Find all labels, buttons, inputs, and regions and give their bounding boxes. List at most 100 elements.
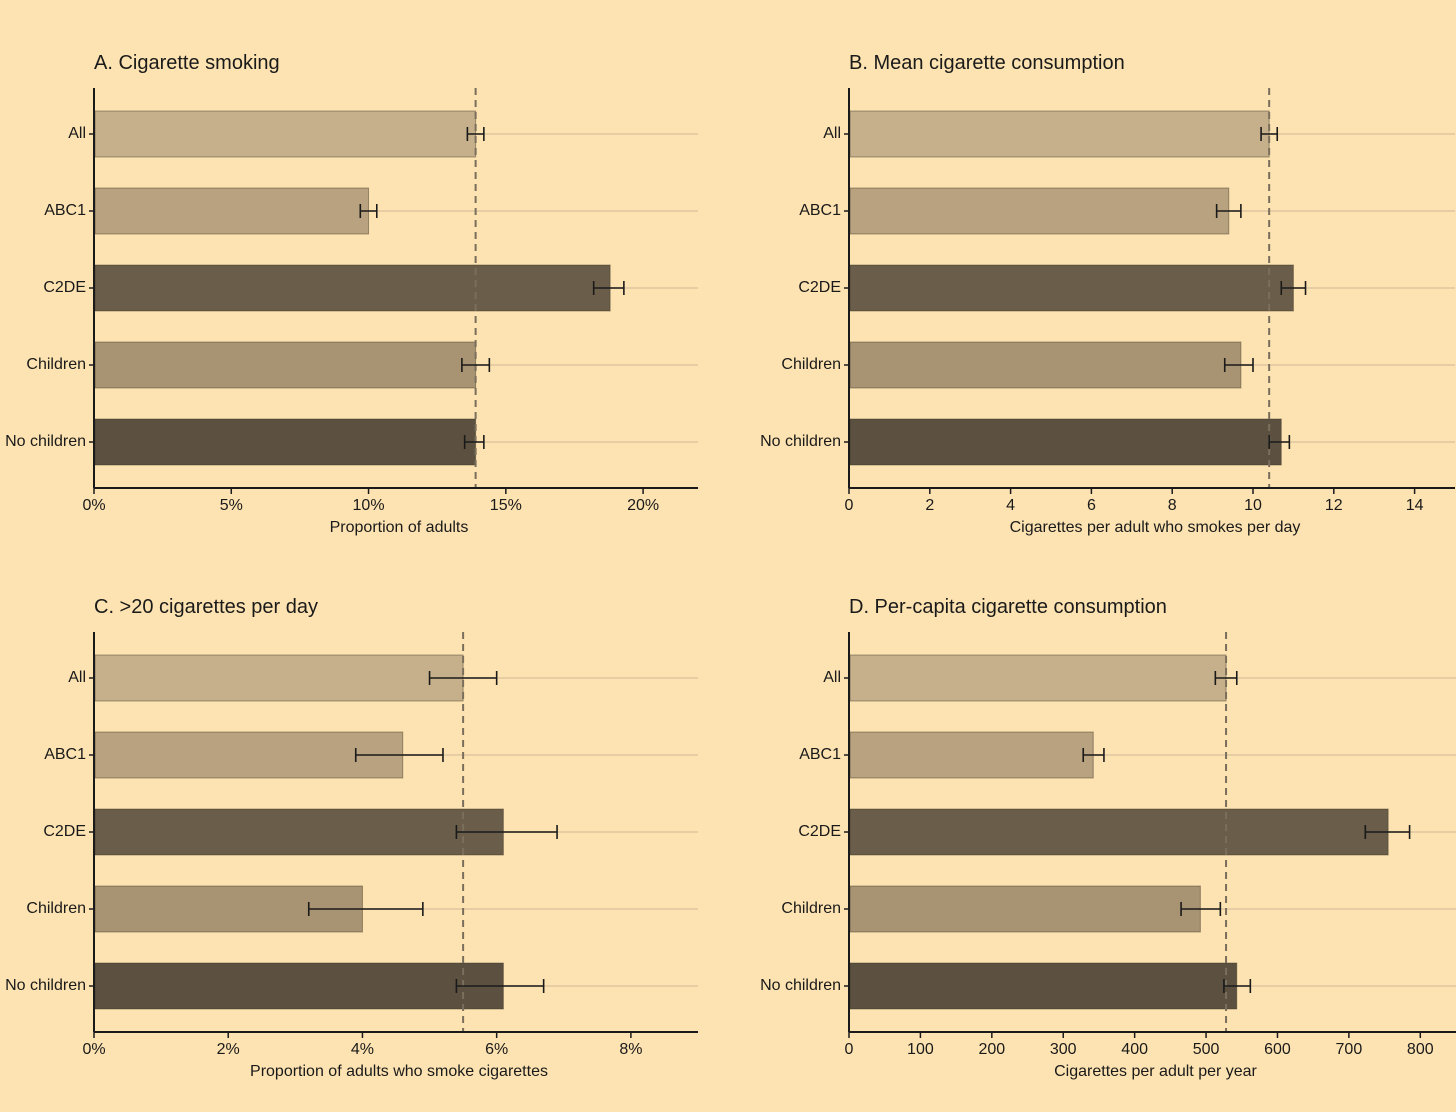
panel-d-bar-all xyxy=(849,654,1227,702)
panel-a-category-labels: All ABC1 C2DE Children No children xyxy=(0,0,86,544)
panel-c-error-bar xyxy=(428,671,498,685)
panel-c-error-bar xyxy=(307,902,424,916)
panel-b-category-label: Children xyxy=(781,356,841,373)
panel-c-error-bar xyxy=(455,979,545,993)
panel-b-category-label: No children xyxy=(760,433,841,450)
panel-c-bar-no-children xyxy=(94,962,504,1010)
panel-b-category-labels: All ABC1 C2DE Children No children xyxy=(755,0,841,544)
panel-b-error-bar xyxy=(1268,435,1291,449)
panel-b-x-tick-label: 8 xyxy=(1167,497,1177,514)
panel-a-error-bar xyxy=(461,358,491,372)
panel-d-x-tick-label: 700 xyxy=(1335,1041,1363,1058)
panel-a-category-label: All xyxy=(68,125,86,142)
panel-a-bar-children xyxy=(94,341,477,389)
panel-a: A. Cigarette smoking All ABC1 C2DE Children… xyxy=(0,0,728,544)
panel-a-x-tick-label: 10% xyxy=(352,497,385,514)
panel-c-error-bar xyxy=(455,825,558,839)
panel-b-x-tick-label: 14 xyxy=(1405,497,1424,514)
panel-c-bar-all xyxy=(94,654,464,702)
panel-b-plot xyxy=(844,88,1455,494)
panel-a-bar-c2de xyxy=(94,264,611,312)
panel-a-x-tick-label: 0% xyxy=(82,497,106,514)
panel-b-x-tick-label: 4 xyxy=(1006,497,1016,514)
panel-b-category-label: ABC1 xyxy=(799,202,841,219)
panel-b-bar-c2de xyxy=(849,264,1294,312)
panel-a-category-label: ABC1 xyxy=(44,202,86,219)
panel-d-x-tick-label: 200 xyxy=(978,1041,1006,1058)
panel-b-x-tick-label: 0 xyxy=(844,497,854,514)
panel-d-category-label: Children xyxy=(781,900,841,917)
panel-b-bar-children xyxy=(849,341,1242,389)
panel-b-x-tick-label: 12 xyxy=(1324,497,1343,514)
panel-d-x-axis-label: Cigarettes per adult per year xyxy=(1054,1063,1257,1080)
panel-d-category-label: C2DE xyxy=(798,823,841,840)
panel-c-plot xyxy=(89,632,698,1038)
panel-c-category-label: All xyxy=(68,669,86,686)
panel-b-error-bar xyxy=(1223,358,1254,372)
panel-d-bar-no-children xyxy=(849,962,1238,1010)
panel-c-bar-abc1 xyxy=(94,731,404,779)
panel-c-x-tick-label: 4% xyxy=(350,1041,374,1058)
panel-d-error-bar xyxy=(1223,979,1252,993)
panel-a-x-axis-label: Proportion of adults xyxy=(329,519,469,536)
panel-a-category-label: C2DE xyxy=(43,279,86,296)
panel-a-category-label: Children xyxy=(26,356,86,373)
panel-d-category-label: No children xyxy=(760,977,841,994)
panel-a-bar-no-children xyxy=(94,418,477,466)
panel-b-error-bar xyxy=(1215,204,1242,218)
panel-d-x-tick-label: 600 xyxy=(1264,1041,1291,1058)
panel-a-bar-abc1 xyxy=(94,187,370,235)
panel-b-bar-all xyxy=(849,110,1270,158)
panel-b-x-tick-label: 2 xyxy=(925,497,935,514)
panel-d-bar-children xyxy=(849,885,1201,933)
panel-b-title: B. Mean cigarette consumption xyxy=(849,52,1125,74)
panel-d-title: D. Per-capita cigarette consumption xyxy=(849,596,1167,618)
panel-d-category-labels: All ABC1 C2DE Children No children xyxy=(755,544,841,1088)
panel-b-error-bar xyxy=(1280,281,1307,295)
panel-c-bar-c2de xyxy=(94,808,504,856)
panel-c-title: C. >20 cigarettes per day xyxy=(94,596,319,618)
panel-b-error-bar xyxy=(1260,127,1279,141)
panel-c: C. >20 cigarettes per day All ABC1 C2DE Chi… xyxy=(0,544,728,1088)
panel-d-x-tick-label: 300 xyxy=(1049,1041,1077,1058)
panel-c-category-labels: All ABC1 C2DE Children No children xyxy=(0,544,86,1088)
panel-c-error-bar xyxy=(354,748,444,762)
panel-c-category-label: ABC1 xyxy=(44,746,86,763)
panel-d-error-bar xyxy=(1364,825,1411,839)
panel-c-x-axis-label: Proportion of adults who smoke cigarette… xyxy=(250,1063,548,1080)
panel-c-x-tick-label: 6% xyxy=(485,1041,509,1058)
panel-d-error-bar xyxy=(1180,902,1222,916)
panel-a-error-bar xyxy=(592,281,625,295)
panel-c-x-tick-label: 0% xyxy=(82,1041,106,1058)
panel-d-category-label: All xyxy=(823,669,841,686)
panel-b-bar-abc1 xyxy=(849,187,1230,235)
panel-d-x-tick-label: 100 xyxy=(907,1041,934,1058)
panel-c-category-label: C2DE xyxy=(43,823,86,840)
panel-a-category-label: No children xyxy=(5,433,86,450)
panel-d-category-label: ABC1 xyxy=(799,746,841,763)
panel-b-category-label: C2DE xyxy=(798,279,841,296)
panel-a-error-bar xyxy=(466,127,485,141)
panel-b-category-label: All xyxy=(823,125,841,142)
panel-a-x-tick-label: 15% xyxy=(489,497,522,514)
panel-d-plot xyxy=(844,632,1456,1038)
panel-c-x-tick-label: 8% xyxy=(619,1041,643,1058)
panel-a-error-bar xyxy=(463,435,485,449)
panel-d-x-tick-label: 0 xyxy=(844,1041,854,1058)
panel-a-x-tick-label: 20% xyxy=(627,497,660,514)
panel-a-title: A. Cigarette smoking xyxy=(94,52,280,74)
panel-d-x-tick-label: 500 xyxy=(1192,1041,1220,1058)
panel-d-error-bar xyxy=(1082,748,1105,762)
panel-a-error-bar xyxy=(359,204,378,218)
panel-d-x-tick-label: 400 xyxy=(1121,1041,1148,1058)
panel-c-category-label: Children xyxy=(26,900,86,917)
panel-b-x-axis-label: Cigarettes per adult who smokes per day xyxy=(1009,519,1301,536)
panel-c-x-tick-label: 2% xyxy=(216,1041,240,1058)
panel-d-error-bar xyxy=(1214,671,1238,685)
panel-b: B. Mean cigarette consumption All ABC1 C2D… xyxy=(755,0,1456,544)
panel-a-x-tick-label: 5% xyxy=(219,497,243,514)
panel-b-bar-no-children xyxy=(849,418,1282,466)
panel-d-bar-abc1 xyxy=(849,731,1094,779)
panel-d-bar-c2de xyxy=(849,808,1389,856)
